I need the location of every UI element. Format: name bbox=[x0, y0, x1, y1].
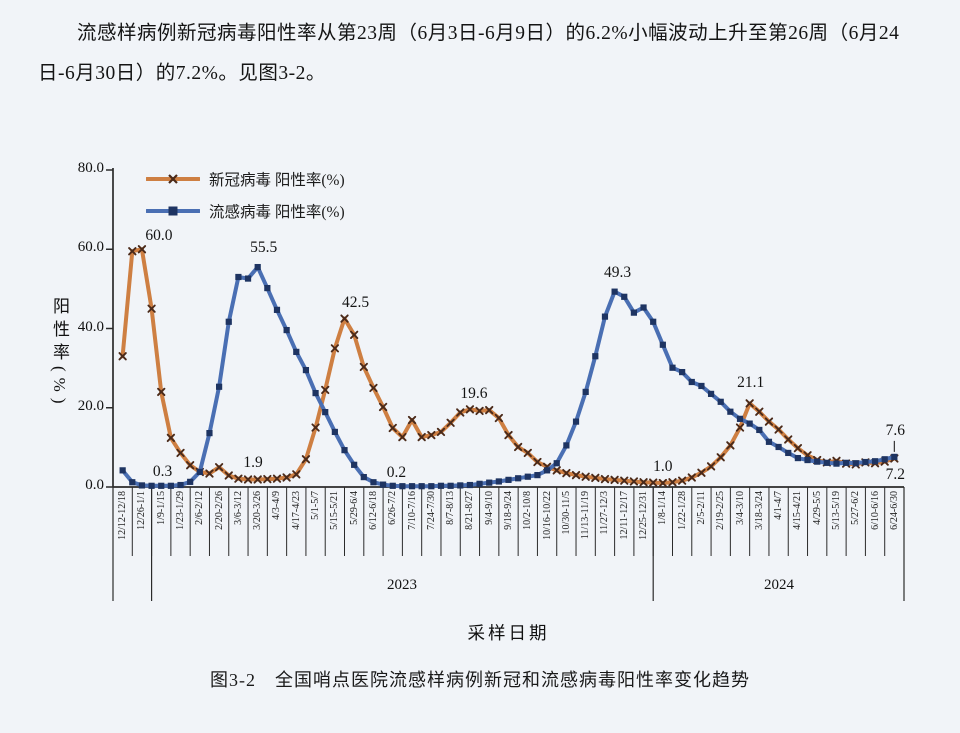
data-label: 19.6 bbox=[460, 385, 488, 403]
year-label-2024: 2024 bbox=[764, 577, 794, 593]
flu-line-swatch-icon bbox=[145, 204, 201, 218]
x-tick-label: 10/16-10/22 bbox=[541, 491, 553, 540]
data-label: 55.5 bbox=[250, 239, 278, 257]
x-tick-label: 5/15-5/21 bbox=[329, 491, 341, 530]
x-tick-label: 3/20-3/26 bbox=[252, 491, 264, 530]
legend-label-covid: 新冠病毒 阳性率(%) bbox=[209, 171, 345, 189]
x-tick-label: 11/27-12/3 bbox=[599, 491, 611, 535]
legend-label-flu: 流感病毒 阳性率(%) bbox=[209, 203, 345, 221]
x-tick-label: 9/4-9/10 bbox=[483, 491, 495, 525]
chart-svg bbox=[106, 168, 905, 601]
x-tick-label: 3/4-3/10 bbox=[734, 491, 746, 525]
x-tick-label: 5/27-6/2 bbox=[850, 491, 862, 525]
figure-caption: 图3-2 全国哨点医院流感样病例新冠和流感病毒阳性率变化趋势 bbox=[210, 670, 750, 690]
x-tick-label: 1/22-1/28 bbox=[676, 491, 688, 530]
x-tick-label: 7/10-7/16 bbox=[406, 491, 418, 530]
y-tick-label: 40.0 bbox=[77, 318, 104, 335]
x-tick-label: 8/7-8/13 bbox=[445, 491, 457, 525]
x-tick-label: 1/23-1/29 bbox=[175, 491, 187, 530]
data-label: 7.6 bbox=[885, 421, 906, 439]
data-label: 0.2 bbox=[386, 464, 407, 482]
covid-line-swatch-icon bbox=[145, 172, 201, 186]
data-label: 1.9 bbox=[243, 454, 263, 472]
x-tick-label: 6/12-6/18 bbox=[367, 491, 379, 530]
intro-paragraph: 流感样病例新冠病毒阳性率从第23周（6月3日-6月9日）的6.2%小幅波动上升至… bbox=[38, 23, 900, 84]
x-tick-label: 2/5-2/11 bbox=[695, 491, 707, 525]
x-tick-label: 10/2-10/8 bbox=[522, 491, 534, 530]
x-tick-label: 5/29-6/4 bbox=[348, 491, 360, 525]
x-tick-label: 6/10-6/16 bbox=[869, 491, 881, 530]
x-tick-label: 3/6-3/12 bbox=[232, 491, 244, 525]
x-tick-label: 6/26-7/2 bbox=[387, 491, 399, 525]
x-tick-label: 2/6-2/12 bbox=[194, 491, 206, 525]
data-label: 42.5 bbox=[341, 293, 370, 311]
x-tick-label: 4/29-5/5 bbox=[811, 491, 823, 525]
x-tick-label: 2/19-2/25 bbox=[715, 491, 727, 530]
chart-area: 阳性率(%) 0.0 20.0 40.0 60.0 80.0 12/12-12/18 12… bbox=[50, 160, 906, 643]
x-tick-label: 10/30-11/5 bbox=[560, 491, 572, 535]
x-tick-label: 12/12-12/18 bbox=[117, 491, 129, 540]
x-tick-label: 5/13-5/19 bbox=[830, 491, 842, 530]
x-tick-label: 7/24-7/30 bbox=[425, 491, 437, 530]
x-tick-label: 9/18-9/24 bbox=[503, 491, 514, 530]
x-tick-label: 3/18-3/24 bbox=[753, 491, 765, 530]
data-label: 49.3 bbox=[604, 263, 632, 281]
legend-item-flu: 流感病毒 阳性率(%) bbox=[145, 198, 345, 223]
x-tick-label: 4/3-4/9 bbox=[271, 491, 283, 520]
data-label: 1.0 bbox=[653, 458, 673, 476]
legend-item-covid: 新冠病毒 阳性率(%) bbox=[145, 166, 345, 191]
x-tick-label: 1/8-1/14 bbox=[657, 491, 669, 525]
x-tick-label: 4/15-4/21 bbox=[792, 491, 804, 530]
x-tick-label: 4/17-4/23 bbox=[290, 491, 302, 530]
y-tick-label: 80.0 bbox=[77, 160, 104, 176]
x-tick-label: 8/21-8/27 bbox=[464, 491, 476, 530]
x-tick-label: 5/1-5/7 bbox=[310, 491, 322, 520]
data-label: 21.1 bbox=[737, 374, 765, 392]
x-tick-label: 6/24-6/30 bbox=[888, 491, 900, 530]
data-label: 0.3 bbox=[152, 462, 173, 480]
year-label-2023: 2023 bbox=[387, 577, 417, 593]
data-label: 7.2 bbox=[885, 466, 906, 484]
y-tick-label: 0.0 bbox=[85, 477, 104, 493]
y-tick-label: 20.0 bbox=[77, 397, 104, 414]
x-axis-title: 采样日期 bbox=[467, 623, 550, 643]
y-axis-title: 阳性率(%) bbox=[50, 297, 69, 410]
x-tick-label: 12/26-1/1 bbox=[136, 491, 148, 530]
x-tick-label: 2/20-2/26 bbox=[213, 491, 225, 530]
legend: 新冠病毒 阳性率(%) 流感病毒 阳性率(%) bbox=[145, 166, 345, 230]
x-tick-label: 4/1-4/7 bbox=[773, 491, 785, 520]
y-tick-label: 60.0 bbox=[77, 239, 104, 256]
x-tick-label: 1/9-1/15 bbox=[155, 491, 167, 525]
x-tick-label: 11/13-11/19 bbox=[580, 491, 592, 540]
x-tick-label: 12/11-12/17 bbox=[618, 491, 630, 540]
x-tick-label: 12/25-12/31 bbox=[638, 491, 650, 540]
data-label: 60.0 bbox=[145, 227, 173, 245]
